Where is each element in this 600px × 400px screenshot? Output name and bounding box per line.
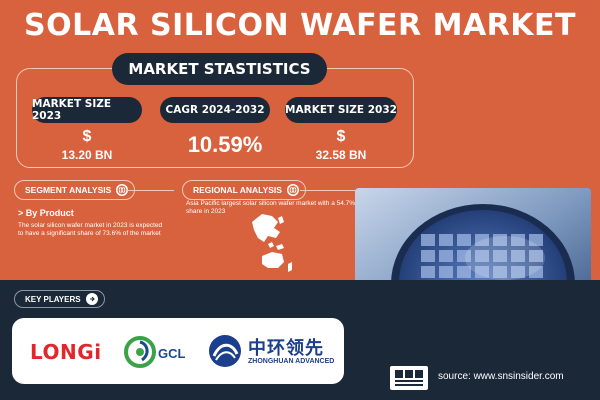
segment-text: The solar silicon wafer market in 2023 i… <box>18 222 163 237</box>
sns-insider-logo <box>390 366 428 390</box>
market-size-2023-currency: $ <box>82 128 92 145</box>
market-size-2032-currency: $ <box>336 128 346 145</box>
market-size-2023-label: MARKET SIZE 2023 <box>32 97 142 123</box>
regional-analysis-pill: REGIONAL ANALYSIS <box>182 180 306 200</box>
cagr-label: CAGR 2024-2032 <box>160 97 270 123</box>
asia-pacific-map-icon <box>252 214 292 272</box>
zhonghuan-logo-chinese: 中环领先 <box>248 338 324 359</box>
link-icon <box>85 293 98 305</box>
longi-logo: LONGi <box>30 340 102 364</box>
cagr-value: 10.59% <box>187 132 263 157</box>
zhonghuan-logo-english: ZHONGHUAN ADVANCED <box>248 358 335 365</box>
gcl-logo-text: GCL <box>158 346 186 361</box>
segment-subheading: > By Product <box>18 208 74 218</box>
gcl-logo-icon <box>124 336 156 368</box>
divider <box>126 190 174 191</box>
market-size-2032-label: MARKET SIZE 2032 <box>285 97 397 123</box>
regional-analysis-label: REGIONAL ANALYSIS <box>193 185 282 195</box>
market-size-2032-value: 32.58 BN <box>315 148 367 162</box>
key-players-label: KEY PLAYERS <box>25 294 81 304</box>
source-text: source: www.snsinsider.com <box>438 371 564 382</box>
divider <box>300 190 356 191</box>
key-players-pill: KEY PLAYERS <box>14 290 105 308</box>
globe-icon <box>116 184 129 196</box>
regional-text: Asia Pacific largest solar silicon wafer… <box>186 200 356 215</box>
globe-icon <box>286 184 299 196</box>
statistics-heading: MARKET STASTISTICS <box>112 53 327 85</box>
page-title: SOLAR SILICON WAFER MARKET <box>24 8 576 43</box>
segment-analysis-pill: SEGMENT ANALYSIS <box>14 180 136 200</box>
segment-analysis-label: SEGMENT ANALYSIS <box>25 185 112 195</box>
market-size-2023-value: 13.20 BN <box>61 148 113 162</box>
zhonghuan-logo-icon <box>209 335 241 367</box>
key-players-logos: LONGi GCL 中环领先 ZHONGHUAN ADVANCED <box>12 318 344 384</box>
